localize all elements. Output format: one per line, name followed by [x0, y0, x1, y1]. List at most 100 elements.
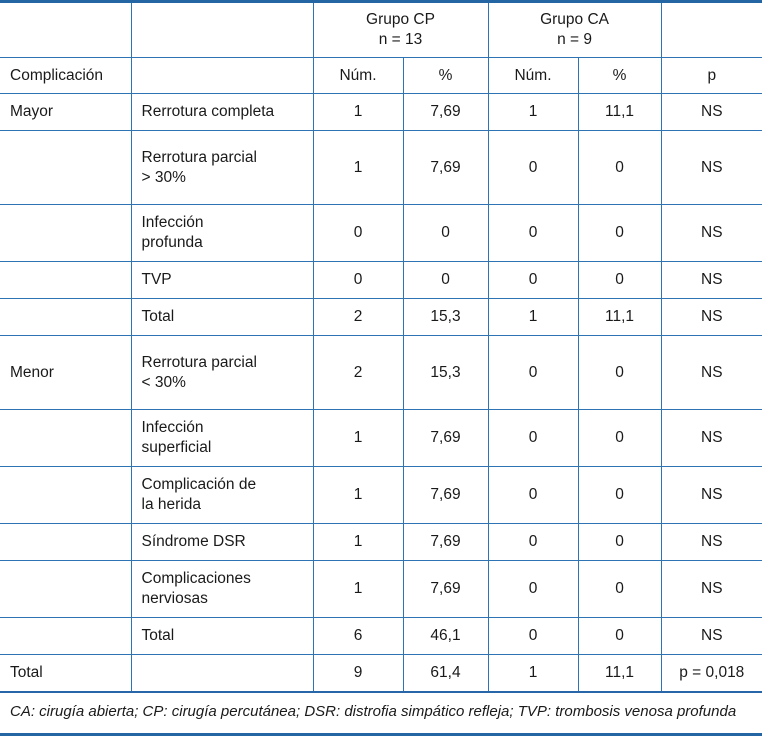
- cp-pct-cell: 7,69: [402, 409, 489, 468]
- category-cell: [0, 523, 131, 562]
- complication-label-cell: TVP: [130, 261, 313, 300]
- p-value-cell: NS: [660, 93, 762, 132]
- p-value-cell: NS: [660, 335, 762, 411]
- header-empty-cell: [660, 3, 762, 59]
- complication-label-cell: Rerrotura parcial < 30%: [130, 335, 313, 411]
- cp-pct-cell: 7,69: [402, 130, 489, 206]
- ca-num-cell: 0: [487, 409, 579, 468]
- table-row: Infección superficial 1 7,69 0 0 NS: [0, 409, 762, 468]
- p-value-cell: NS: [660, 560, 762, 619]
- complication-label-cell: Infección profunda: [130, 204, 313, 263]
- complication-label-cell: Total: [130, 617, 313, 656]
- complication-label-cell: Complicación de la herida: [130, 466, 313, 525]
- complication-label-cell: Rerrotura parcial > 30%: [130, 130, 313, 206]
- table-row: TVP 0 0 0 0 NS: [0, 261, 762, 300]
- p-value-cell: NS: [660, 523, 762, 562]
- category-cell: Total: [0, 654, 131, 693]
- ca-num-cell: 0: [487, 261, 579, 300]
- cp-pct-cell: 7,69: [402, 93, 489, 132]
- cp-num-cell: 6: [312, 617, 403, 656]
- cp-pct-cell: 15,3: [402, 335, 489, 411]
- table-row: Síndrome DSR 1 7,69 0 0 NS: [0, 523, 762, 562]
- ca-pct-cell: 0: [577, 617, 662, 656]
- ca-num-cell: 0: [487, 466, 579, 525]
- category-cell: [0, 560, 131, 619]
- column-header-pct-ca: %: [577, 57, 662, 95]
- cp-pct-cell: 7,69: [402, 466, 489, 525]
- table-row: Complicaciones nerviosas 1 7,69 0 0 NS: [0, 560, 762, 619]
- column-header-pct-cp: %: [402, 57, 489, 95]
- cp-pct-cell: 15,3: [402, 298, 489, 337]
- cp-pct-cell: 61,4: [402, 654, 489, 693]
- complications-table: Grupo CP n = 13 Grupo CA n = 9 Complicac…: [0, 3, 762, 693]
- table-row: Rerrotura parcial > 30% 1 7,69 0 0 NS: [0, 130, 762, 206]
- complication-label-cell: Infección superficial: [130, 409, 313, 468]
- column-header-num-ca: Núm.: [487, 57, 579, 95]
- group-cp-header: Grupo CP n = 13: [312, 3, 489, 59]
- complication-label-cell: [130, 654, 313, 693]
- cp-num-cell: 0: [312, 204, 403, 263]
- ca-pct-cell: 0: [577, 466, 662, 525]
- p-value-cell: NS: [660, 409, 762, 468]
- cp-pct-cell: 7,69: [402, 523, 489, 562]
- p-value-cell: NS: [660, 204, 762, 263]
- ca-pct-cell: 11,1: [577, 298, 662, 337]
- p-value-cell: NS: [660, 466, 762, 525]
- category-cell: [0, 130, 131, 206]
- category-cell: [0, 204, 131, 263]
- ca-pct-cell: 0: [577, 523, 662, 562]
- cp-num-cell: 1: [312, 466, 403, 525]
- category-cell: [0, 409, 131, 468]
- table-header-columns: Complicación Núm. % Núm. % p: [0, 57, 762, 95]
- cp-pct-cell: 7,69: [402, 560, 489, 619]
- table-row: Menor Rerrotura parcial < 30% 2 15,3 0 0…: [0, 335, 762, 411]
- p-value-cell: NS: [660, 298, 762, 337]
- p-value-cell: p = 0,018: [660, 654, 762, 693]
- column-header-num-cp: Núm.: [312, 57, 403, 95]
- column-header-p: p: [660, 57, 762, 95]
- ca-pct-cell: 0: [577, 204, 662, 263]
- ca-num-cell: 1: [487, 654, 579, 693]
- ca-num-cell: 0: [487, 130, 579, 206]
- ca-pct-cell: 0: [577, 335, 662, 411]
- cp-num-cell: 1: [312, 409, 403, 468]
- ca-pct-cell: 0: [577, 261, 662, 300]
- table-row: Mayor Rerrotura completa 1 7,69 1 11,1 N…: [0, 93, 762, 132]
- category-cell: Menor: [0, 335, 131, 411]
- table-header-groups: Grupo CP n = 13 Grupo CA n = 9: [0, 3, 762, 59]
- p-value-cell: NS: [660, 261, 762, 300]
- cp-num-cell: 1: [312, 130, 403, 206]
- p-value-cell: NS: [660, 617, 762, 656]
- ca-pct-cell: 0: [577, 130, 662, 206]
- ca-num-cell: 0: [487, 560, 579, 619]
- cp-num-cell: 1: [312, 560, 403, 619]
- table-row: Infección profunda 0 0 0 0 NS: [0, 204, 762, 263]
- ca-pct-cell: 0: [577, 409, 662, 468]
- category-cell: Mayor: [0, 93, 131, 132]
- column-header-complication: Complicación: [0, 57, 131, 95]
- cp-num-cell: 2: [312, 298, 403, 337]
- cp-num-cell: 9: [312, 654, 403, 693]
- complication-label-cell: Complicaciones nerviosas: [130, 560, 313, 619]
- complication-label-cell: Total: [130, 298, 313, 337]
- table-row: Total 6 46,1 0 0 NS: [0, 617, 762, 656]
- ca-num-cell: 1: [487, 298, 579, 337]
- ca-pct-cell: 11,1: [577, 93, 662, 132]
- ca-pct-cell: 0: [577, 560, 662, 619]
- ca-num-cell: 1: [487, 93, 579, 132]
- cp-pct-cell: 46,1: [402, 617, 489, 656]
- cp-num-cell: 1: [312, 523, 403, 562]
- ca-num-cell: 0: [487, 335, 579, 411]
- header-empty-cell: [130, 57, 313, 95]
- cp-pct-cell: 0: [402, 204, 489, 263]
- complication-label-cell: Síndrome DSR: [130, 523, 313, 562]
- cp-pct-cell: 0: [402, 261, 489, 300]
- p-value-cell: NS: [660, 130, 762, 206]
- cp-num-cell: 1: [312, 93, 403, 132]
- complication-label-cell: Rerrotura completa: [130, 93, 313, 132]
- table-row: Total 2 15,3 1 11,1 NS: [0, 298, 762, 337]
- header-empty-cell: [0, 3, 131, 59]
- ca-num-cell: 0: [487, 617, 579, 656]
- category-cell: [0, 261, 131, 300]
